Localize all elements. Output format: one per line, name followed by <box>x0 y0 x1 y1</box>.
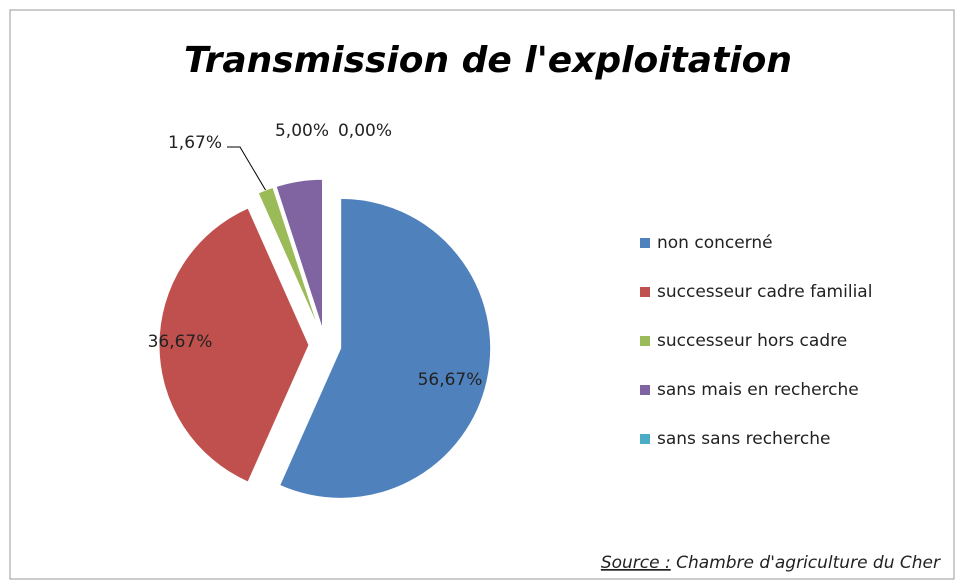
legend-swatch <box>640 385 650 395</box>
legend-label: non concerné <box>657 233 773 253</box>
leader-line <box>227 146 266 191</box>
pie-slice <box>278 197 492 499</box>
legend-label: sans mais en recherche <box>657 380 859 400</box>
chart-title: Transmission de l'exploitation <box>184 40 792 81</box>
legend-swatch <box>640 287 650 297</box>
data-label: 36,67% <box>148 332 213 352</box>
pie-slice <box>158 207 310 483</box>
legend-label: successeur cadre familial <box>657 282 872 302</box>
data-label: 5,00% <box>275 121 329 141</box>
source-note: Source : Chambre d'agriculture du Cher <box>601 553 941 573</box>
legend-swatch <box>640 238 650 248</box>
legend-swatch <box>640 336 650 346</box>
legend-label: sans sans recherche <box>657 429 830 449</box>
legend-label: successeur hors cadre <box>657 331 847 351</box>
source-text: Chambre d'agriculture du Cher <box>676 553 941 573</box>
data-label: 1,67% <box>168 133 222 153</box>
data-label: 56,67% <box>418 370 483 390</box>
pie-slice <box>257 186 320 331</box>
legend-swatch <box>640 434 650 444</box>
pie-slice <box>275 178 323 330</box>
source-label: Source : <box>601 553 671 573</box>
data-label: 0,00% <box>338 121 392 141</box>
